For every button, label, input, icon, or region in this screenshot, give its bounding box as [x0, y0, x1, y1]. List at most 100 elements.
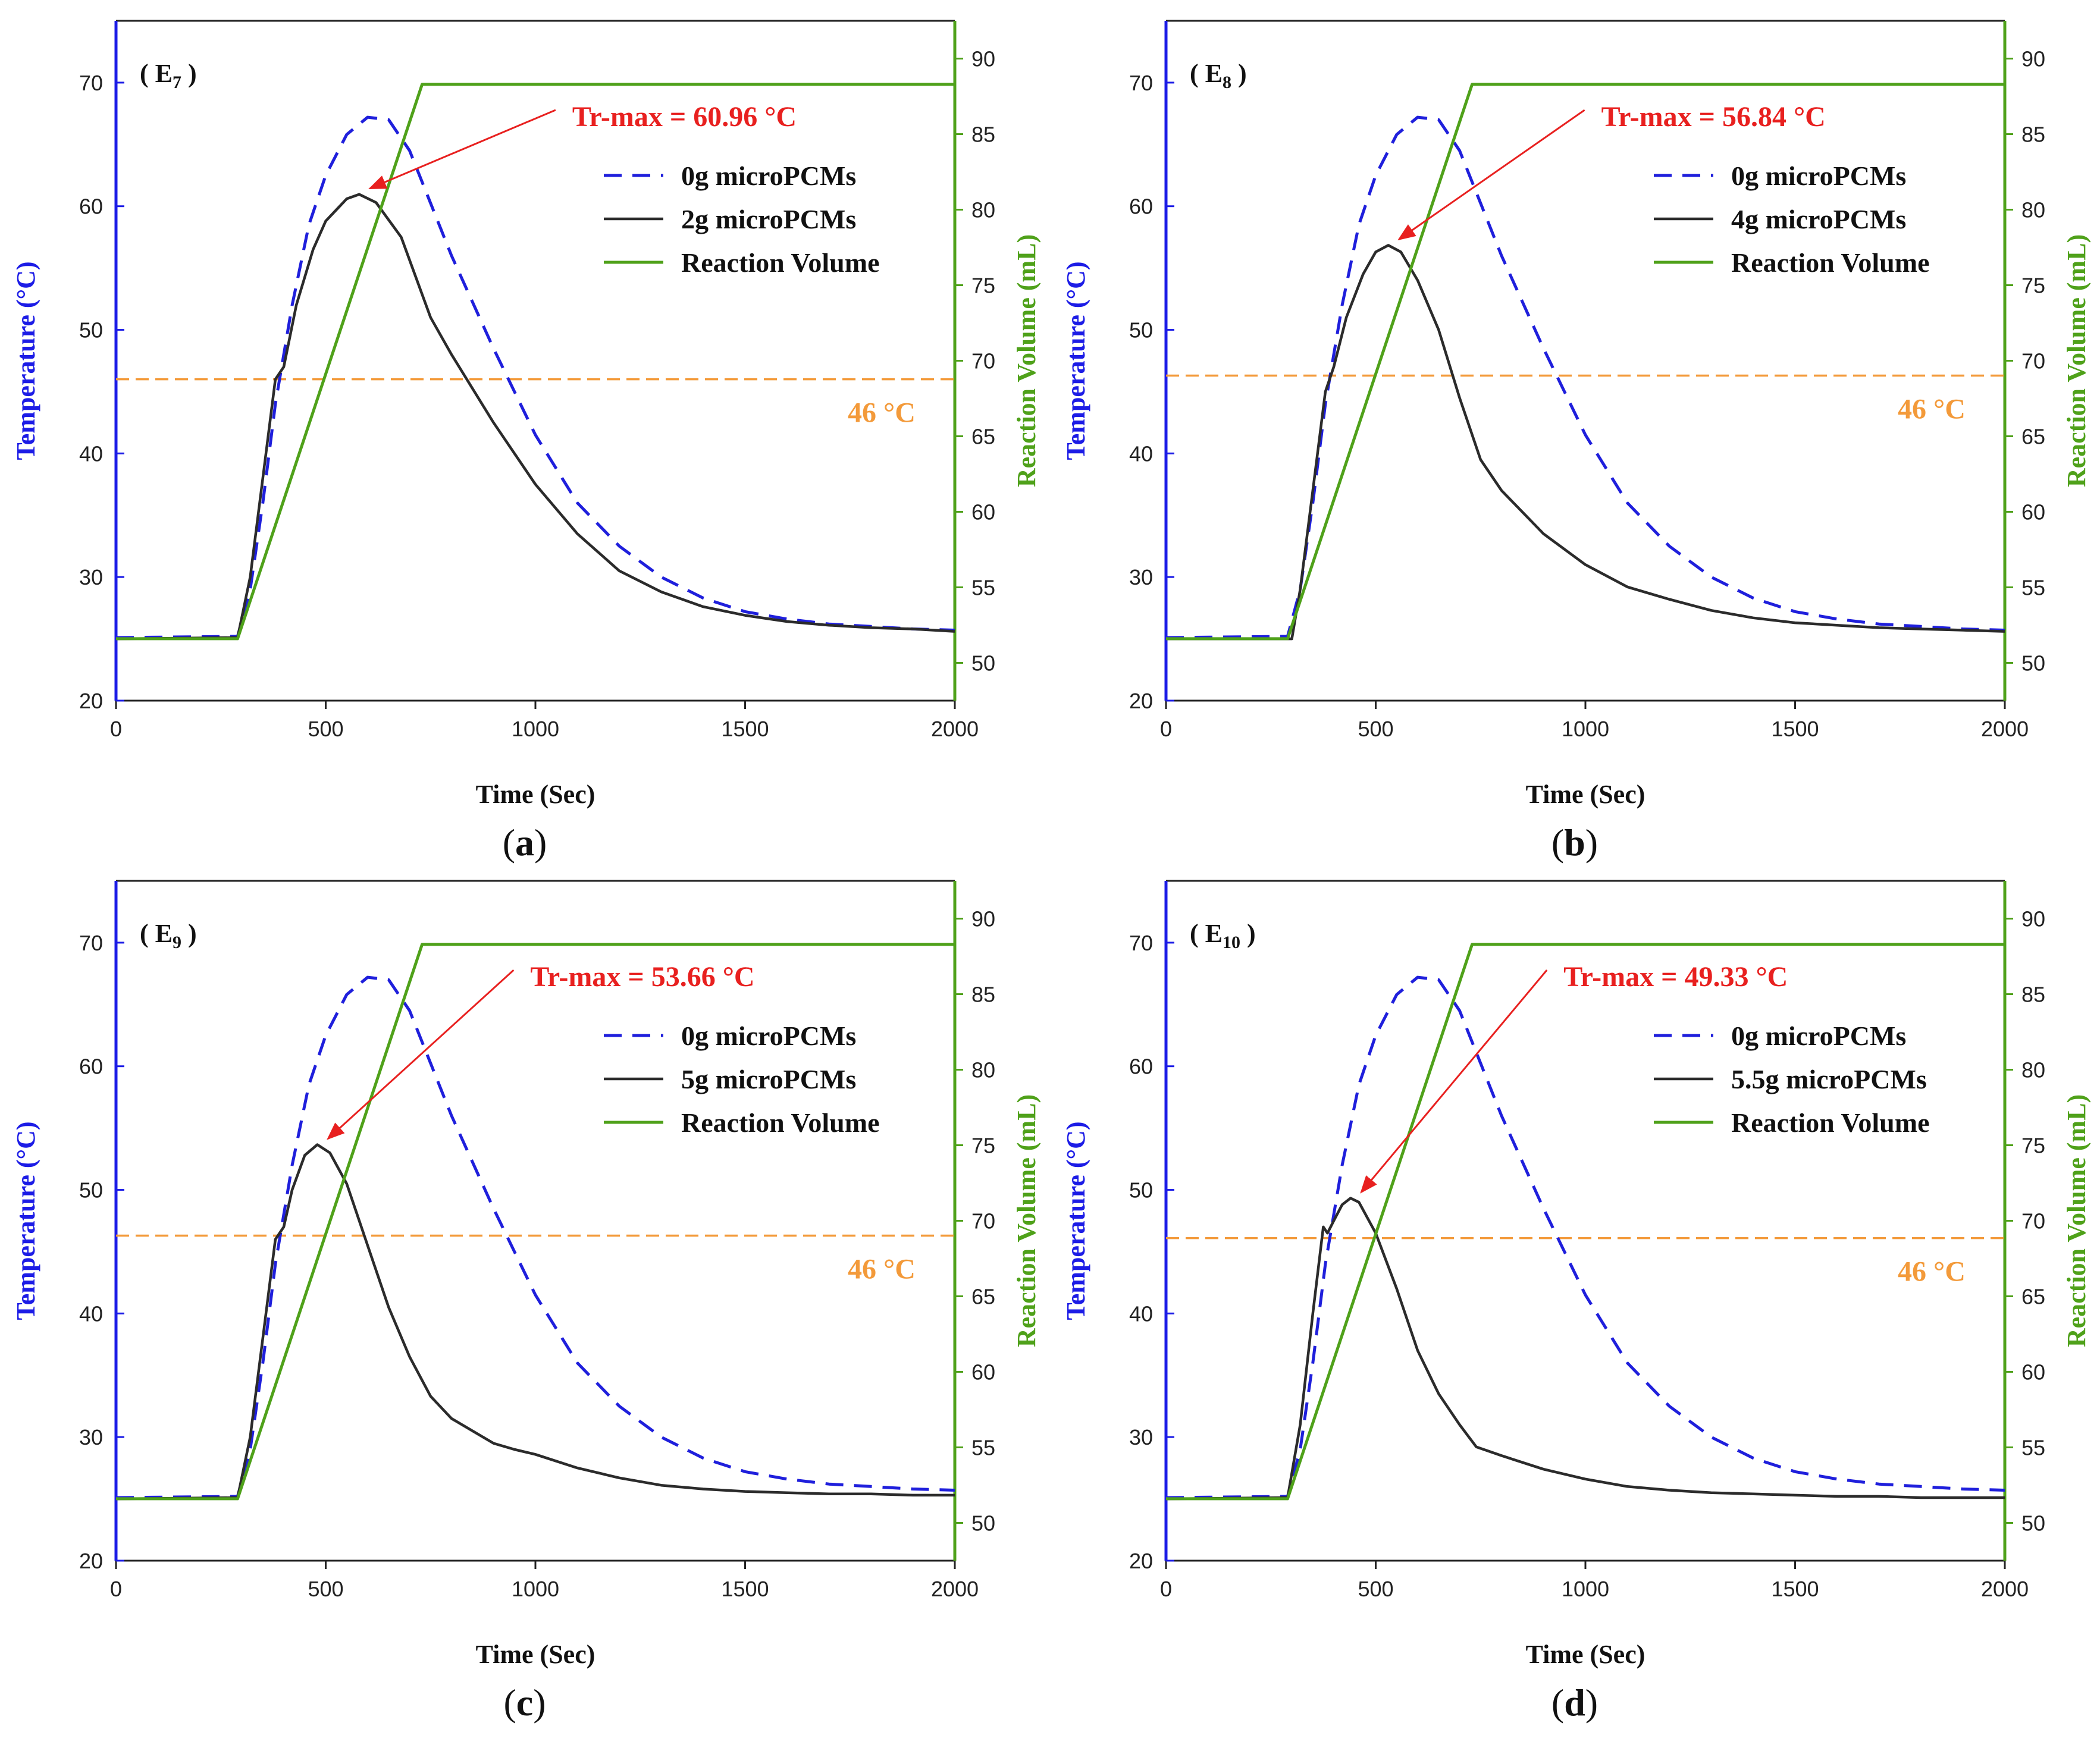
- panel-id-open: ( E: [1190, 59, 1223, 88]
- baseline-series-line: [1166, 115, 2005, 639]
- right-tick-label: 70: [971, 1209, 995, 1234]
- caption-a: (a): [465, 821, 584, 865]
- baseline-series-line: [116, 975, 955, 1499]
- threshold-label: 46 °C: [1898, 393, 1966, 425]
- pcm-series-line: [1166, 1197, 2005, 1501]
- left-tick-label: 60: [79, 1055, 103, 1079]
- legend-label: 0g microPCMs: [1731, 1021, 1906, 1051]
- annotation-label: Tr-max = 60.96 °C: [572, 101, 797, 133]
- left-tick-label: 30: [1129, 1425, 1153, 1449]
- left-tick-label: 40: [79, 441, 103, 466]
- right-tick-label: 85: [2021, 123, 2045, 147]
- x-tick-label: 1500: [721, 1577, 769, 1601]
- right-tick-label: 75: [2021, 1134, 2045, 1158]
- caption-c: (c): [465, 1681, 584, 1725]
- right-tick-label: 50: [971, 1511, 995, 1536]
- annotation-arrow: [327, 969, 515, 1140]
- left-axis-title: Temperature (°C): [11, 1121, 40, 1320]
- panel-id-subscript: 8: [1223, 73, 1231, 92]
- legend-label: 4g microPCMs: [1731, 204, 1906, 234]
- legend-label: 5g microPCMs: [681, 1064, 856, 1094]
- left-tick-label: 50: [1129, 318, 1153, 343]
- panel-id-label: ( E9 ): [140, 919, 197, 952]
- annotation-arrow: [368, 109, 556, 190]
- right-tick-label: 80: [971, 1058, 995, 1082]
- right-tick-label: 65: [971, 425, 995, 449]
- caption-letter: d: [1564, 1681, 1585, 1724]
- caption-letter: c: [516, 1681, 534, 1724]
- caption-close: ): [1585, 1681, 1598, 1724]
- x-tick-label: 1000: [1562, 1577, 1609, 1601]
- volume-series-line: [116, 83, 955, 641]
- right-tick-label: 80: [971, 198, 995, 222]
- annotation-label: Tr-max = 49.33 °C: [1563, 961, 1788, 993]
- x-tick-label: 2000: [931, 1577, 979, 1601]
- threshold-label: 46 °C: [1898, 1256, 1966, 1288]
- right-tick-label: 55: [2021, 1436, 2045, 1460]
- right-tick-label: 70: [2021, 1209, 2045, 1234]
- legend-label: Reaction Volume: [681, 247, 880, 278]
- caption-open: (: [503, 1681, 516, 1724]
- threshold-label: 46 °C: [848, 1253, 916, 1285]
- right-axis-title: Reaction Volume (mL): [2062, 1094, 2091, 1347]
- left-tick-label: 30: [79, 565, 103, 589]
- plot-area: [116, 83, 955, 641]
- right-tick-label: 80: [2021, 1058, 2045, 1082]
- right-tick-label: 90: [2021, 907, 2045, 931]
- right-tick-label: 55: [971, 576, 995, 600]
- panel-id-label: ( E8 ): [1190, 59, 1247, 92]
- right-tick-label: 85: [971, 123, 995, 147]
- x-tick-label: 1500: [1771, 1577, 1819, 1601]
- plot-area: [1166, 83, 2005, 641]
- volume-series-line: [116, 943, 955, 1501]
- left-tick-label: 20: [1129, 1549, 1153, 1573]
- x-tick-label: 1500: [1771, 717, 1819, 741]
- left-tick-label: 60: [79, 194, 103, 219]
- chart-panel-c: 0 500 1000 1500 2000 20 30 40 50 60 70 50 55 60 65 70 75…: [0, 860, 1050, 1676]
- left-tick-label: 70: [79, 71, 103, 95]
- left-axis-title: Temperature (°C): [11, 261, 40, 460]
- panel-id-subscript: 10: [1223, 933, 1240, 952]
- right-tick-label: 90: [2021, 47, 2045, 71]
- x-tick-label: 2000: [1981, 717, 2029, 741]
- plot-area: [1166, 943, 2005, 1501]
- right-tick-label: 85: [971, 983, 995, 1007]
- x-tick-label: 500: [308, 1577, 343, 1601]
- chart-panel-d: 0 500 1000 1500 2000 20 30 40 50 60 70 50 55 60 65 70 75…: [1050, 860, 2100, 1676]
- volume-series-line: [1166, 943, 2005, 1501]
- x-tick-label: 2000: [931, 717, 979, 741]
- plot-area: [116, 943, 955, 1501]
- x-tick-label: 500: [1358, 717, 1393, 741]
- left-tick-label: 40: [1129, 1301, 1153, 1326]
- x-tick-label: 500: [1358, 1577, 1393, 1601]
- legend-label: Reaction Volume: [681, 1107, 880, 1138]
- annotation-label: Tr-max = 53.66 °C: [530, 961, 754, 993]
- x-axis-title: Time (Sec): [476, 1640, 595, 1669]
- pcm-series-line: [1166, 244, 2005, 641]
- x-axis-title: Time (Sec): [476, 780, 595, 809]
- volume-series-line: [1166, 83, 2005, 641]
- x-tick-label: 1000: [512, 1577, 559, 1601]
- chart-svg: 0 500 1000 1500 2000 20 30 40 50 60 70 50 55 60 65 70 75…: [11, 20, 1041, 809]
- right-tick-label: 90: [971, 47, 995, 71]
- x-tick-label: 1000: [512, 717, 559, 741]
- x-tick-label: 0: [110, 1577, 122, 1601]
- legend-label: Reaction Volume: [1731, 1107, 1930, 1138]
- right-tick-label: 85: [2021, 983, 2045, 1007]
- annotation-label: Tr-max = 56.84 °C: [1601, 101, 1826, 133]
- panel-id-close: ): [181, 919, 197, 948]
- x-tick-label: 0: [1160, 1577, 1172, 1601]
- right-tick-label: 75: [2021, 274, 2045, 298]
- caption-d: (d): [1515, 1681, 1634, 1725]
- left-tick-label: 40: [79, 1301, 103, 1326]
- right-tick-label: 65: [971, 1285, 995, 1309]
- left-tick-label: 20: [79, 689, 103, 713]
- left-tick-label: 30: [79, 1425, 103, 1449]
- caption-open: (: [1551, 821, 1565, 864]
- x-axis-title: Time (Sec): [1526, 1640, 1645, 1669]
- right-tick-label: 70: [2021, 349, 2045, 374]
- caption-close: ): [1585, 821, 1598, 864]
- annotation-arrow: [1397, 109, 1585, 241]
- left-tick-label: 40: [1129, 441, 1153, 466]
- x-tick-label: 500: [308, 717, 343, 741]
